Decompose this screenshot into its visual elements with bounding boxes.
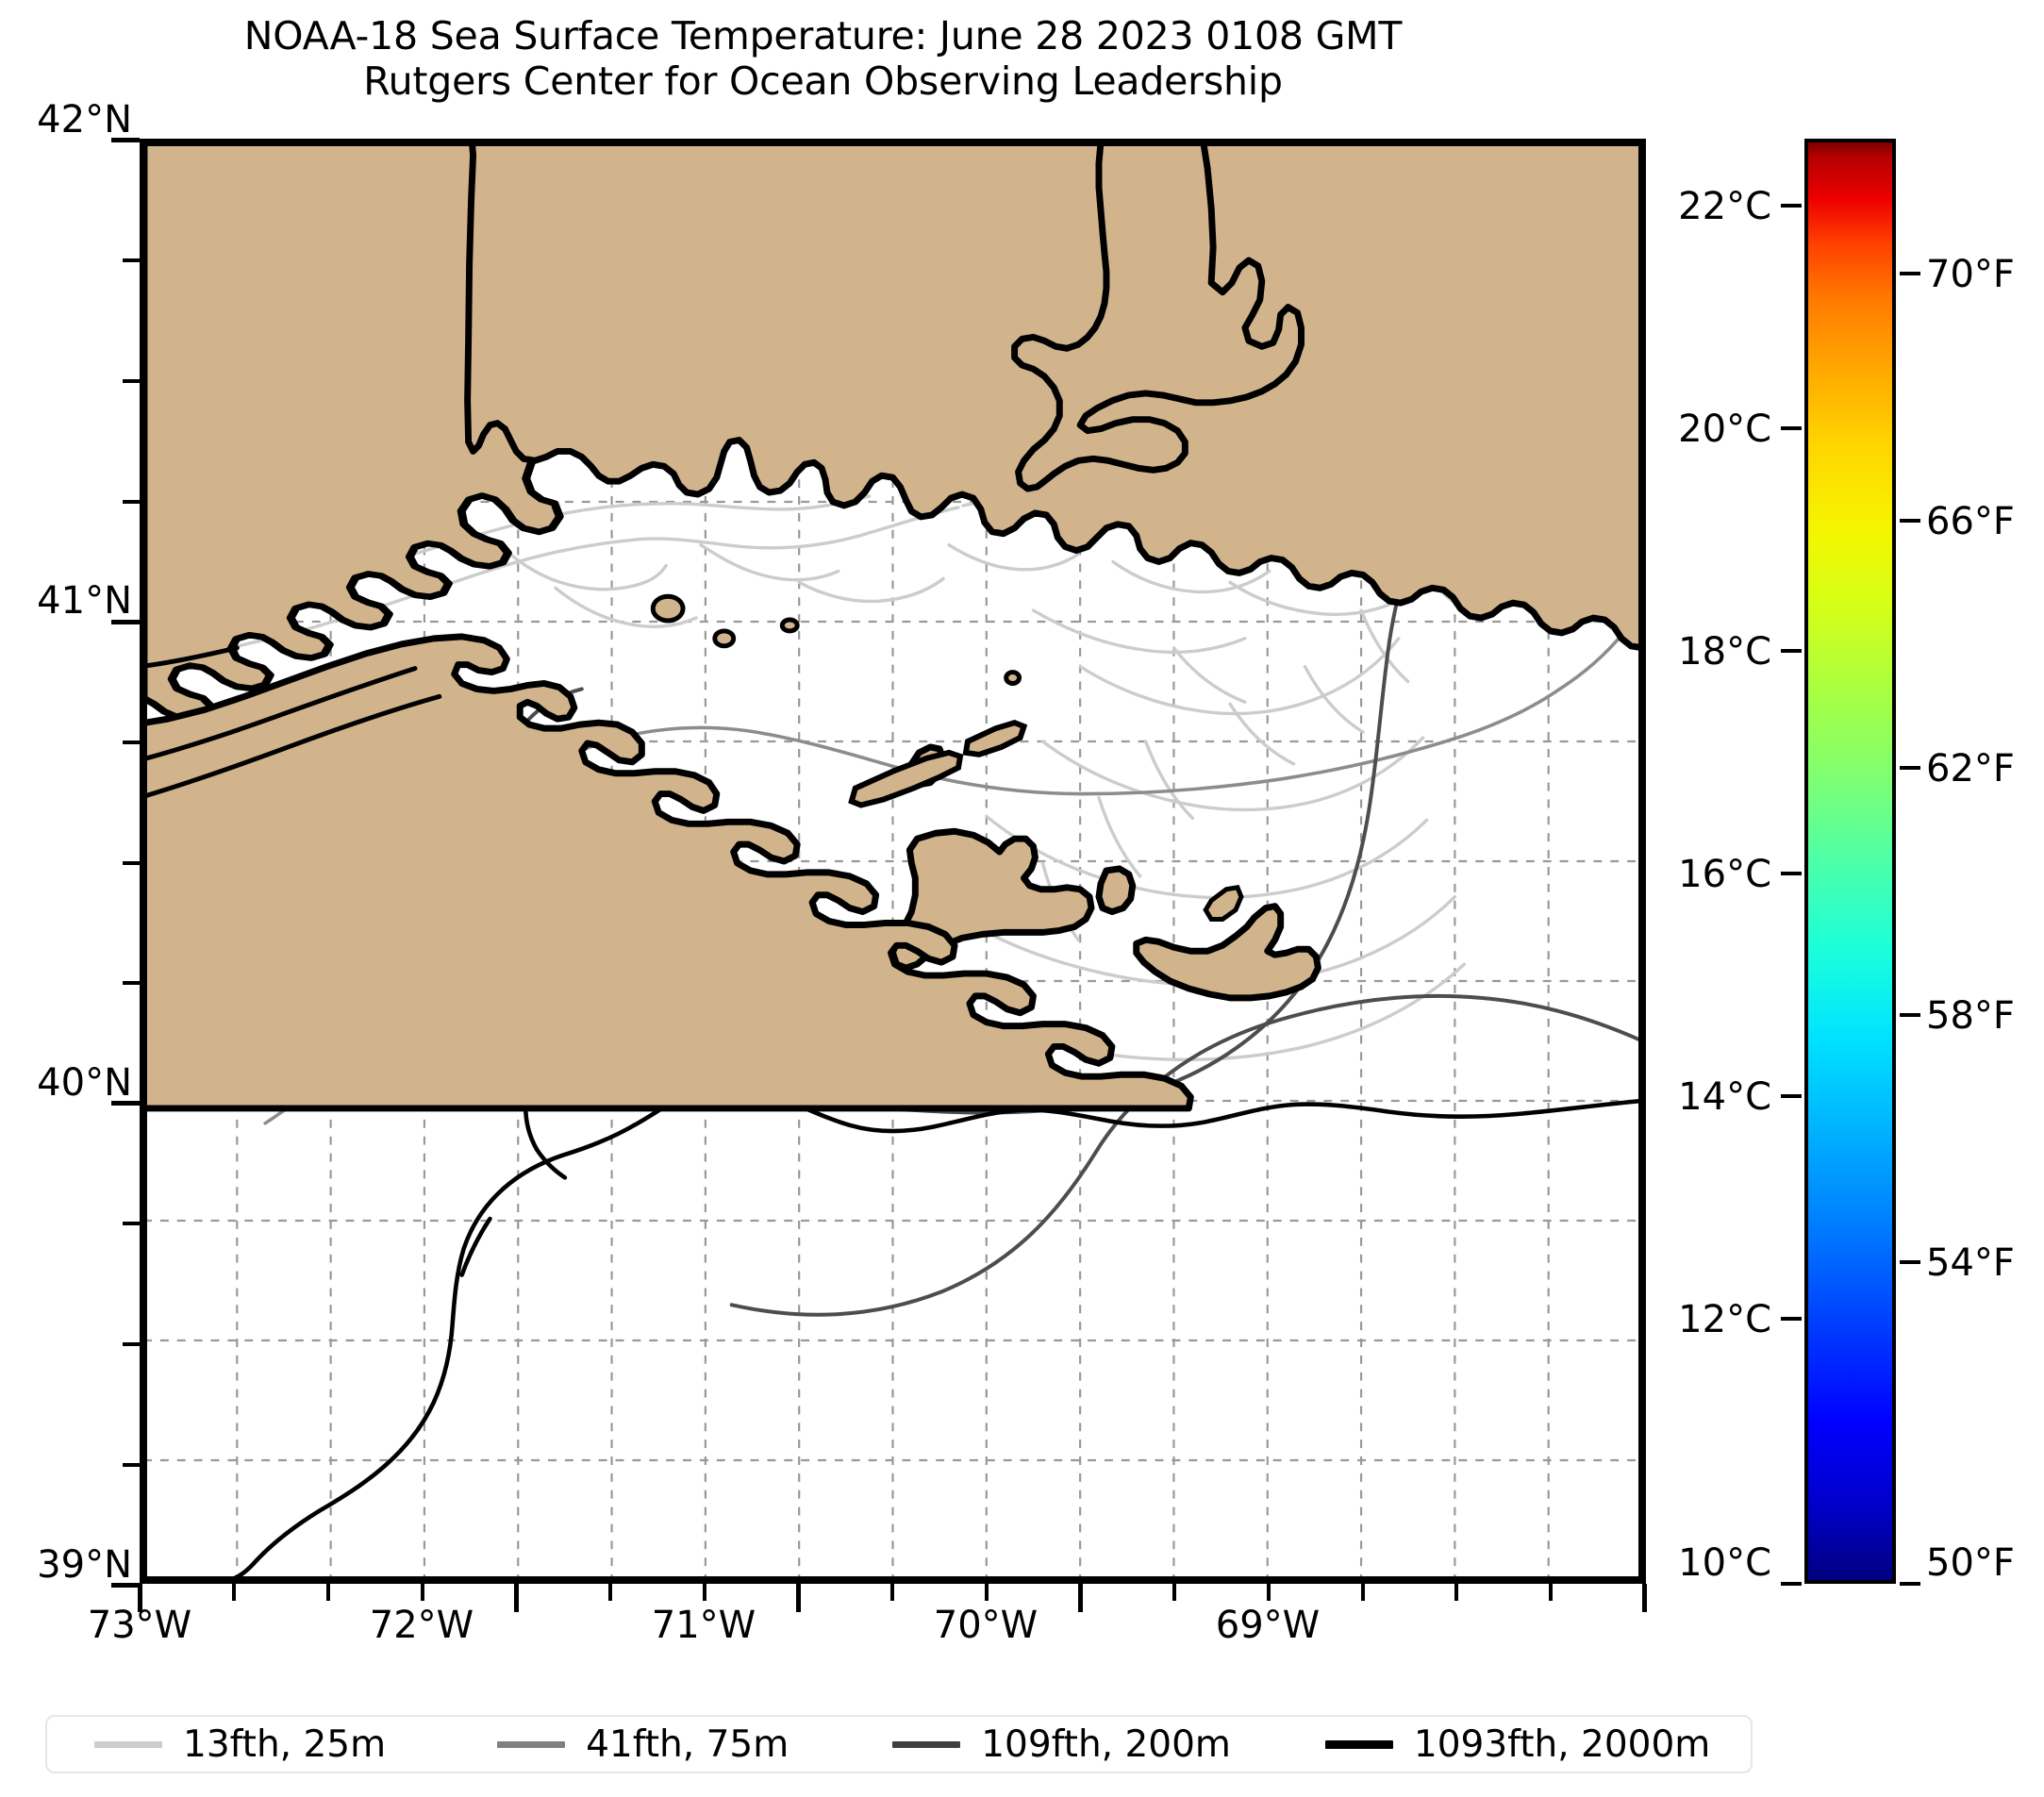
xtick-minor	[1267, 1584, 1271, 1601]
xtick-label-69W: 69°W	[1215, 1604, 1321, 1647]
map-plot-area[interactable]	[140, 139, 1646, 1584]
ytick-minor	[123, 258, 140, 262]
xtick-minor	[985, 1584, 989, 1601]
legend-label-75m: 41fth, 75m	[586, 1722, 789, 1766]
xtick-minor	[421, 1584, 424, 1601]
land-polygons	[143, 142, 1642, 1112]
colorbar-label-16C: 16°C	[1678, 853, 1771, 896]
colorbar-label-50F: 50°F	[1926, 1541, 2015, 1585]
colorbar-tick-c-12	[1781, 1317, 1802, 1321]
coastline-thin-strokes	[143, 645, 442, 799]
xtick-label-72W: 72°W	[369, 1604, 474, 1647]
colorbar-tick-c-16	[1781, 872, 1802, 875]
colorbar-label-18C: 18°C	[1678, 630, 1771, 674]
ytick-major-39	[111, 1583, 140, 1588]
colorbar-tick-f-70	[1900, 272, 1920, 275]
colorbar-label-70F: 70°F	[1926, 253, 2015, 296]
colorbar-label-20C: 20°C	[1678, 408, 1771, 451]
colorbar[interactable]	[1804, 139, 1896, 1584]
colorbar-label-10C: 10°C	[1678, 1541, 1771, 1585]
ytick-minor	[123, 379, 140, 383]
legend-swatch-25m	[94, 1740, 162, 1748]
legend-label-2000m: 1093fth, 2000m	[1413, 1722, 1711, 1766]
ytick-major-41	[111, 620, 140, 624]
ytick-major-42	[111, 138, 140, 142]
land-islets	[650, 593, 1022, 686]
ytick-label-41N: 41°N	[37, 579, 132, 623]
land-nantucket	[1133, 903, 1321, 1002]
legend-swatch-200m	[892, 1740, 961, 1748]
land-elizabeth-islands	[848, 720, 1028, 808]
colorbar-tick-c-10	[1781, 1582, 1802, 1586]
colorbar-label-66F: 66°F	[1926, 500, 2015, 543]
title-line-1: NOAA-18 Sea Surface Temperature: June 28…	[243, 13, 1403, 58]
xtick-major-69	[1642, 1584, 1647, 1612]
colorbar-label-22C: 22°C	[1678, 185, 1771, 228]
xtick-major-73	[138, 1584, 142, 1612]
colorbar-tick-c-20	[1781, 426, 1802, 430]
ytick-minor	[123, 500, 140, 504]
xtick-minor	[232, 1584, 236, 1601]
ytick-minor	[123, 1342, 140, 1346]
colorbar-label-14C: 14°C	[1678, 1075, 1771, 1119]
ytick-minor	[123, 861, 140, 865]
land-chappaquiddick	[1095, 865, 1137, 916]
legend-item-2000m[interactable]: 1093fth, 2000m	[1324, 1722, 1711, 1766]
colorbar-label-58F: 58°F	[1926, 994, 2015, 1038]
colorbar-label-12C: 12°C	[1678, 1298, 1771, 1341]
xtick-minor	[1361, 1584, 1365, 1601]
colorbar-tick-f-58	[1900, 1013, 1920, 1017]
xtick-minor	[890, 1584, 894, 1601]
legend-item-200m[interactable]: 109fth, 200m	[892, 1723, 1231, 1766]
xtick-major-70	[1078, 1584, 1083, 1612]
xtick-major-72	[514, 1584, 519, 1612]
colorbar-tick-f-66	[1900, 519, 1920, 523]
xtick-minor	[1549, 1584, 1553, 1601]
xtick-minor	[1454, 1584, 1458, 1601]
ytick-minor	[123, 740, 140, 744]
ytick-label-42N: 42°N	[37, 98, 132, 141]
legend-label-25m: 13fth, 25m	[183, 1722, 387, 1766]
legend-swatch-2000m	[1324, 1739, 1393, 1749]
xtick-major-71	[796, 1584, 801, 1612]
xtick-label-71W: 71°W	[651, 1604, 756, 1647]
xtick-minor	[703, 1584, 706, 1601]
xtick-label-70W: 70°W	[933, 1604, 1039, 1647]
colorbar-label-54F: 54°F	[1926, 1241, 2015, 1285]
legend-item-75m[interactable]: 41fth, 75m	[497, 1723, 789, 1766]
map-svg	[143, 142, 1642, 1580]
legend-item-25m[interactable]: 13fth, 25m	[94, 1723, 386, 1766]
colorbar-tick-f-54	[1900, 1260, 1920, 1264]
legend-label-200m: 109fth, 200m	[981, 1722, 1231, 1766]
title-line-2: Rutgers Center for Ocean Observing Leade…	[363, 58, 1283, 105]
ytick-minor	[123, 981, 140, 985]
colorbar-tick-f-50	[1900, 1582, 1920, 1586]
colorbar-tick-f-62	[1900, 766, 1920, 770]
xtick-minor	[326, 1584, 330, 1601]
ytick-major-40	[111, 1101, 140, 1106]
figure-title: NOAA-18 Sea Surface Temperature: June 28…	[0, 13, 1646, 105]
ytick-label-39N: 39°N	[37, 1543, 132, 1587]
bathymetry-legend: 13fth, 25m 41fth, 75m 109fth, 200m 1093f…	[45, 1715, 1753, 1773]
colorbar-tick-c-14	[1781, 1094, 1802, 1098]
land-cape-cod	[1011, 142, 1305, 492]
ytick-minor	[123, 1222, 140, 1225]
colorbar-label-62F: 62°F	[1926, 747, 2015, 790]
land-long-island-main	[143, 633, 1194, 1112]
legend-swatch-75m	[497, 1740, 566, 1748]
colorbar-tick-c-18	[1781, 649, 1802, 653]
xtick-minor	[608, 1584, 612, 1601]
ytick-minor	[123, 1463, 140, 1467]
ytick-label-40N: 40°N	[37, 1061, 132, 1105]
colorbar-tick-c-22	[1781, 204, 1802, 208]
land-muskeget	[1203, 885, 1244, 922]
xtick-minor	[1172, 1584, 1176, 1601]
